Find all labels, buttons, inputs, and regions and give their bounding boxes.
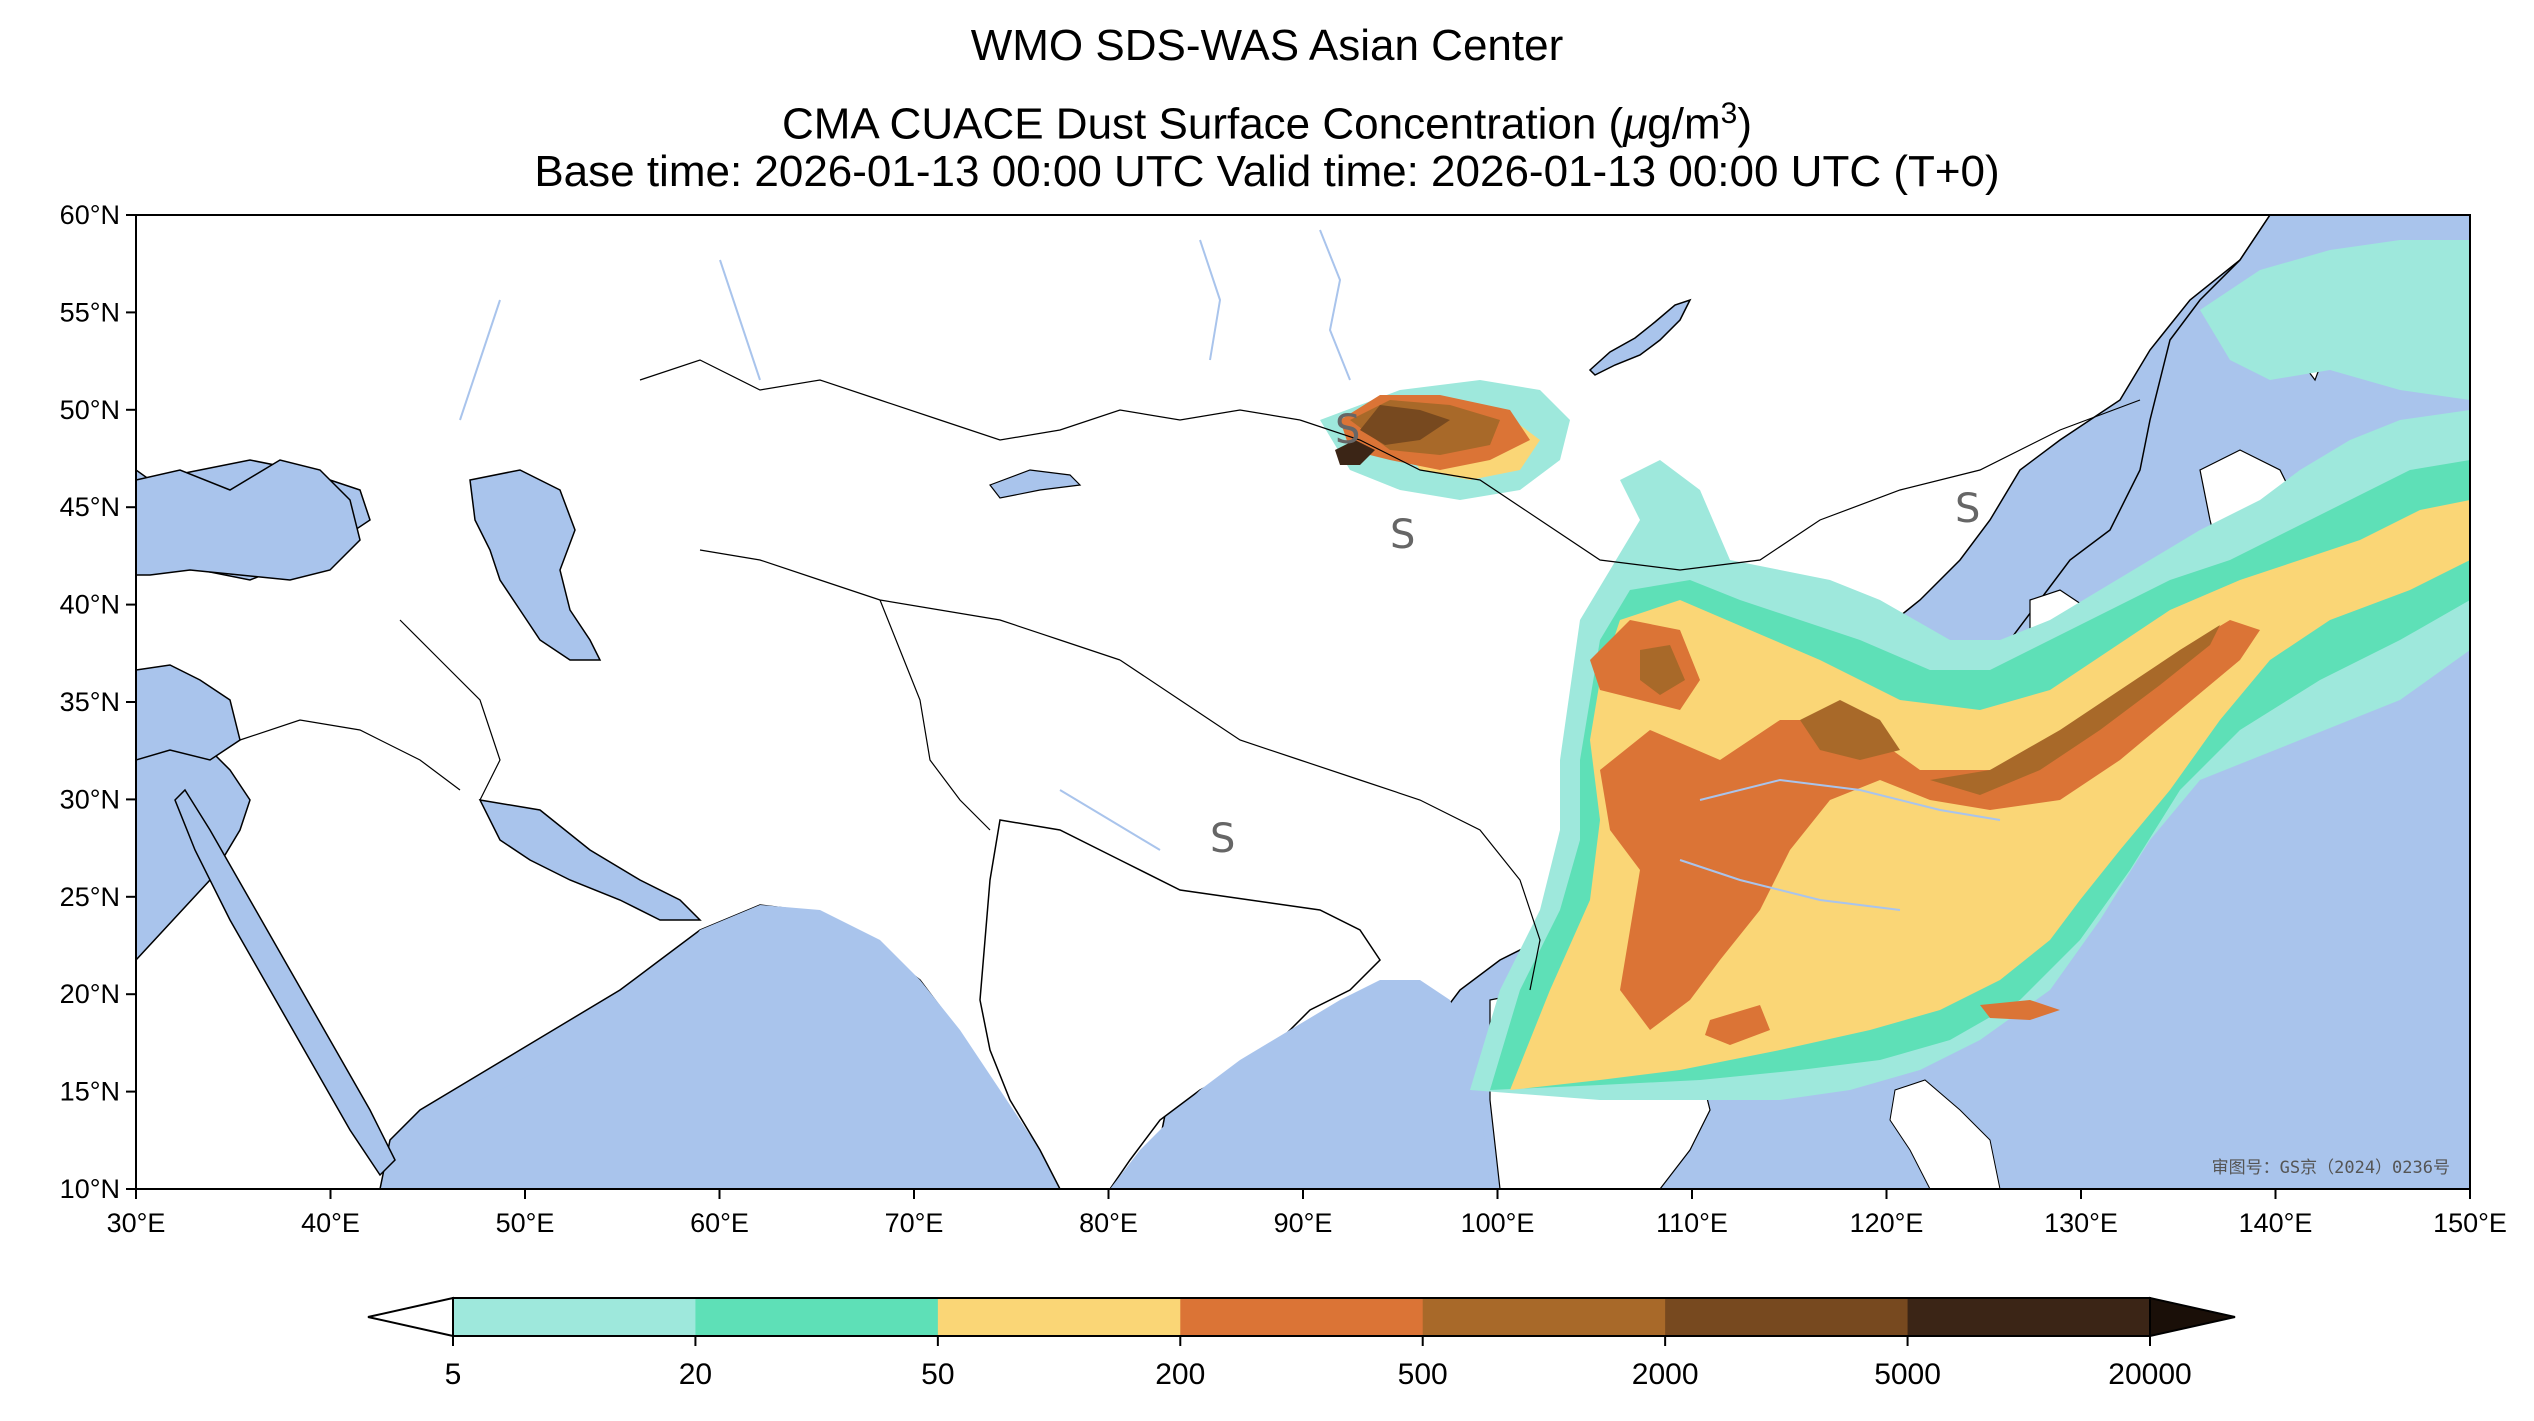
lat-tick-label: 35°N [60, 687, 120, 717]
map-subtitle: CMA CUACE Dust Surface Concentration (μg… [0, 88, 2534, 151]
dust-level-6 [1360, 405, 1450, 445]
lon-tick-label: 100°E [1461, 1208, 1535, 1238]
lat-tick-label: 25°N [60, 882, 120, 912]
land-philippines [1889, 1079, 2001, 1189]
colorbar-segment [1907, 1298, 2151, 1336]
lon-tick-label: 30°E [107, 1208, 166, 1238]
approval-number: 审图号：GS京（2024）0236号 [2212, 1158, 2450, 1178]
colorbar-over-extension [2149, 1296, 2236, 1338]
symbol-s-1: S [1335, 407, 1360, 453]
colorbar: 5 20 50 200 500 2000 5000 20000 [367, 1296, 2236, 1391]
rivers [459, 229, 2001, 911]
lon-tick-label: 40°E [301, 1208, 360, 1238]
borders [239, 359, 2141, 991]
lat-tick-label: 30°N [60, 784, 120, 814]
colorbar-segment [695, 1298, 939, 1336]
lake-balkhash [989, 469, 1082, 499]
bay-of-bengal [1110, 980, 1490, 1189]
colorbar-segment [1422, 1298, 1666, 1336]
lon-tick-label: 50°E [496, 1208, 555, 1238]
lat-tick-label: 15°N [60, 1077, 120, 1107]
time-info: Base time: 2026-01-13 00:00 UTC Valid ti… [534, 147, 2000, 196]
subtitle-prefix: CMA CUACE Dust Surface Concentration ( [781, 99, 1624, 149]
colorbar-label: 500 [1398, 1358, 1448, 1391]
lon-tick-label: 110°E [1656, 1208, 1728, 1238]
dust-level-1-ne [2200, 240, 2470, 400]
colorbar-under-extension [367, 1296, 454, 1338]
symbol-s-4: S [1210, 816, 1235, 862]
colorbar-label: 20000 [2108, 1358, 2191, 1391]
colorbar-label: 5 [445, 1358, 462, 1391]
persian-gulf [478, 799, 702, 921]
lon-tick-label: 150°E [2433, 1208, 2507, 1238]
red-sea [174, 788, 396, 1177]
caspian-sea [469, 469, 602, 661]
lon-tick-label: 60°E [690, 1208, 749, 1238]
colorbar-segment [937, 1298, 1181, 1336]
lat-tick-label: 10°N [60, 1174, 120, 1204]
colorbar-label: 5000 [1874, 1358, 1941, 1391]
colorbar-label: 20 [679, 1358, 712, 1391]
longitude-axis: 30°E 40°E 50°E 60°E 70°E 80°E 90°E 100°E 110°E 12… [107, 1189, 2507, 1238]
dust-level-7 [1335, 440, 1375, 465]
arabian-sea [380, 905, 1060, 1189]
lon-tick-label: 80°E [1079, 1208, 1138, 1238]
lon-tick-label: 70°E [885, 1208, 944, 1238]
lat-tick-label: 50°N [60, 395, 120, 425]
colorbar-frame [452, 1297, 2151, 1337]
latitude-axis: 60°N 55°N 50°N 45°N 40°N 35°N 30°N 25°N 20°N 15°N… [60, 200, 136, 1204]
subtitle-units: g/m [1647, 99, 1721, 149]
subtitle-mu: μ [1623, 99, 1648, 149]
dust-level-5-belt [1930, 625, 2220, 795]
lake-baikal [1588, 298, 1692, 376]
colorbar-segment [1180, 1298, 1424, 1336]
lat-tick-label: 20°N [60, 979, 120, 1009]
lat-tick-label: 60°N [60, 200, 120, 230]
dust-level-4-south [1705, 1005, 1770, 1045]
colorbar-label: 2000 [1632, 1358, 1699, 1391]
dust-level-5 [1800, 700, 1900, 760]
dust-level-5-west [1640, 645, 1685, 695]
dust-field [1320, 240, 2470, 1100]
lat-tick-label: 55°N [60, 297, 120, 327]
subtitle-suffix: ) [1737, 99, 1752, 149]
lon-tick-label: 90°E [1274, 1208, 1333, 1238]
subtitle-sup: 3 [1720, 97, 1738, 130]
lon-tick-label: 130°E [2044, 1208, 2118, 1238]
symbol-s-3: S [1955, 486, 1980, 532]
colorbar-label: 200 [1155, 1358, 1205, 1391]
lon-tick-label: 140°E [2239, 1208, 2313, 1238]
lat-tick-label: 40°N [60, 590, 120, 620]
map-title: WMO SDS-WAS Asian Center [970, 21, 1564, 70]
colorbar-label: 50 [921, 1358, 954, 1391]
map-area: S S S S 审图号：GS京（2024）0236号 [136, 215, 2470, 1189]
lat-tick-label: 45°N [60, 492, 120, 522]
colorbar-segment [453, 1298, 696, 1336]
symbol-s-2: S [1390, 512, 1415, 558]
colorbar-segment [1665, 1298, 1909, 1336]
lon-tick-label: 120°E [1850, 1208, 1924, 1238]
black-sea [136, 459, 361, 581]
dust-level-4-se [1980, 1000, 2060, 1020]
